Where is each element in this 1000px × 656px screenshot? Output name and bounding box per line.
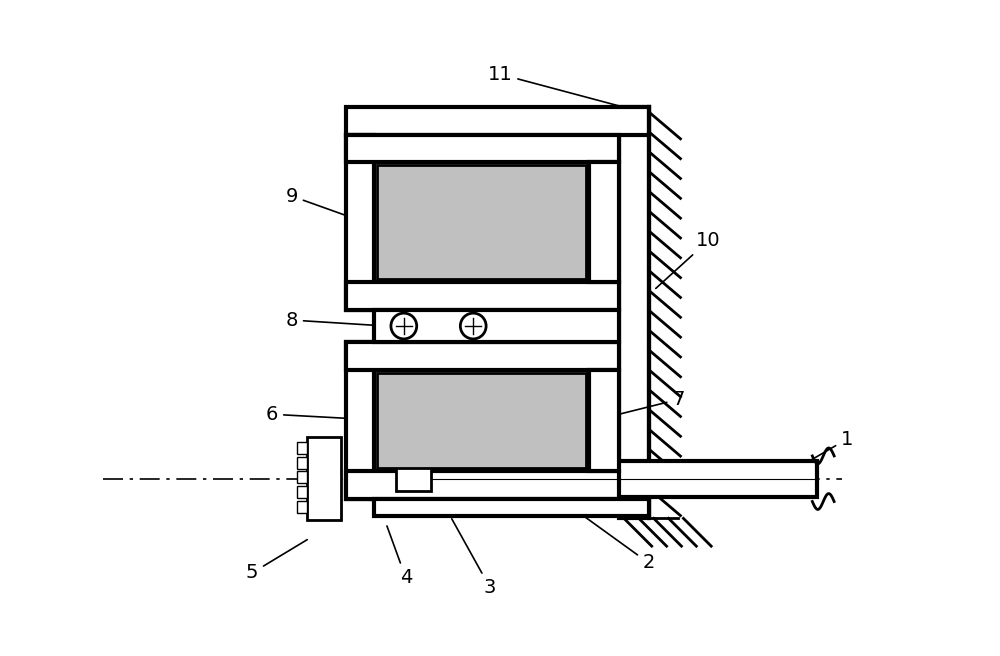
Bar (346, 134, 374, 310)
Bar (346, 342, 619, 369)
Bar (307, 437, 341, 520)
Text: 7: 7 (602, 390, 685, 419)
Bar (374, 310, 619, 342)
Text: 1: 1 (790, 430, 853, 472)
Text: 5: 5 (246, 540, 307, 583)
Bar (346, 282, 619, 310)
Text: 4: 4 (387, 526, 412, 587)
Bar (396, 467, 431, 491)
Bar (297, 501, 307, 512)
Bar (374, 499, 649, 516)
Bar (297, 457, 307, 468)
Text: 6: 6 (266, 405, 360, 424)
Circle shape (460, 313, 486, 339)
Text: 10: 10 (656, 232, 721, 289)
Bar (346, 471, 619, 499)
Bar (346, 107, 649, 134)
Text: 9: 9 (286, 186, 359, 220)
Bar (297, 486, 307, 498)
Text: 2: 2 (562, 500, 655, 573)
Bar (377, 373, 586, 468)
Bar (589, 163, 619, 282)
Bar (619, 107, 649, 518)
Text: 11: 11 (488, 65, 631, 109)
Bar (346, 342, 374, 499)
Bar (377, 165, 586, 279)
Bar (297, 442, 307, 454)
Bar (346, 134, 619, 163)
Bar (371, 497, 396, 499)
Bar (297, 472, 307, 483)
Bar (431, 461, 817, 497)
Bar (589, 369, 619, 471)
Circle shape (391, 313, 417, 339)
Text: 3: 3 (452, 519, 496, 597)
Text: 8: 8 (286, 310, 383, 329)
